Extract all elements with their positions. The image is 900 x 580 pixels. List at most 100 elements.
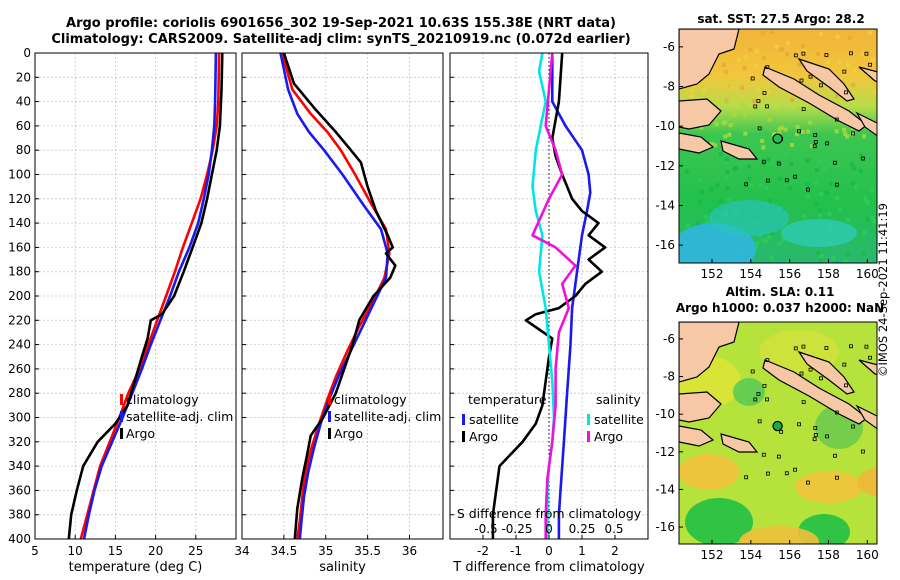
sst-pixel xyxy=(789,143,794,148)
land-mass xyxy=(762,359,868,425)
island-outline xyxy=(765,397,769,402)
figure-title-line2: Climatology: CARS2009. Satellite-adj cli… xyxy=(51,32,631,47)
island-outline xyxy=(799,371,804,376)
sst-pixel xyxy=(843,132,848,137)
sal-axes-frame xyxy=(241,52,444,540)
sst-pixel xyxy=(777,131,782,136)
sst-pixel xyxy=(860,51,865,56)
sst-pixel xyxy=(728,85,733,90)
legend-title-salinity: salinity xyxy=(596,392,641,407)
island-outline xyxy=(825,141,829,146)
sst-pixel xyxy=(697,200,702,205)
sst-pixel xyxy=(851,182,856,187)
figure-title-line1: Argo profile: coriolis 6901656_302 19-Se… xyxy=(66,16,616,31)
sst-pixel xyxy=(745,107,750,112)
map-lon-tick-label: 158 xyxy=(817,267,840,281)
depth-tick-label: 240 xyxy=(8,338,31,352)
map-lat-tick-label: -16 xyxy=(655,238,675,252)
island-outline xyxy=(806,187,810,192)
island-outline xyxy=(793,174,797,179)
sst-pixel xyxy=(753,63,758,68)
island-outline xyxy=(757,419,762,424)
sst-pixel xyxy=(740,85,745,90)
island-outline xyxy=(776,454,781,459)
sst-pixel xyxy=(690,89,695,94)
island-outline xyxy=(833,160,837,165)
sst-pixel xyxy=(720,109,725,114)
legend-label-s-satellite: satellite xyxy=(594,412,644,427)
island-outline xyxy=(868,62,872,67)
island-outline xyxy=(860,156,865,161)
sst-pixel xyxy=(849,162,854,167)
sst-pixel xyxy=(728,123,733,128)
sst-pixel xyxy=(805,182,810,187)
island-outline xyxy=(835,182,839,187)
island-outline xyxy=(819,83,823,88)
temp-x-tick-label: 25 xyxy=(188,544,203,558)
sst-pixel xyxy=(800,129,805,134)
island-outline xyxy=(797,422,801,427)
legend-label-climatology: climatology xyxy=(126,392,199,407)
sst-pixel xyxy=(749,183,754,188)
difference-panel: -2 -1 0 1 2 T difference from climatology temp… xyxy=(449,52,649,575)
sst-pixel xyxy=(806,129,811,134)
sst-pixel xyxy=(824,190,829,195)
temp-x-tick-label: 15 xyxy=(108,544,123,558)
sst-pixel xyxy=(816,51,821,56)
sst-pixel xyxy=(865,200,870,205)
island-outline xyxy=(885,122,888,125)
sst-pixel xyxy=(752,98,757,103)
island-outline xyxy=(793,53,798,58)
sst-pixel xyxy=(747,176,752,181)
sst-pixel xyxy=(769,158,774,163)
sla-anomaly-blob xyxy=(739,526,819,544)
legend-swatch-climatology xyxy=(328,394,331,405)
sst-pixel xyxy=(787,186,792,191)
sla-anomaly-blob xyxy=(685,498,753,544)
land-mass xyxy=(720,433,759,453)
sla-anomaly-blob xyxy=(795,471,863,503)
island-outline xyxy=(812,144,817,149)
island-outline xyxy=(776,161,781,166)
sst-pixel xyxy=(801,213,806,218)
sst-pixel xyxy=(721,63,726,68)
island-outline xyxy=(880,93,883,96)
sst-pixel xyxy=(871,57,876,62)
sst-pixel xyxy=(699,125,704,130)
sst-pixel xyxy=(827,162,832,167)
legend-title-temperature: temperature xyxy=(468,392,547,407)
island-outline xyxy=(761,159,766,164)
sst-pixel xyxy=(837,60,842,65)
sst-pixel xyxy=(761,145,766,150)
sst-pixel xyxy=(794,132,799,137)
sst-pixel xyxy=(760,138,765,143)
sla-map-title-line2: Argo h1000: 0.037 h2000: NaN xyxy=(675,301,885,315)
sst-pixel xyxy=(774,44,779,49)
island-outline xyxy=(808,74,813,79)
argo-float-marker xyxy=(772,133,783,144)
sst-pixel xyxy=(761,30,766,35)
sst-pixel xyxy=(781,237,786,242)
sst-pixel xyxy=(765,90,770,95)
sst-pixel xyxy=(851,166,856,171)
sst-pixel xyxy=(870,187,875,192)
land-mass xyxy=(679,98,722,130)
island-outline xyxy=(849,51,853,56)
sst-pixel xyxy=(766,235,771,240)
island-outline xyxy=(849,344,853,349)
sst-pixel xyxy=(819,254,824,259)
sst-pixel xyxy=(809,143,814,148)
island-outline xyxy=(784,471,789,476)
sst-pixel xyxy=(780,47,785,52)
island-outline xyxy=(834,117,839,122)
sst-pixel xyxy=(702,88,707,93)
sst-pixel xyxy=(725,186,730,191)
sst-pixel xyxy=(818,258,823,263)
island-outline xyxy=(757,126,762,131)
legend-label-t-argo: Argo xyxy=(469,429,498,444)
sst-pixel xyxy=(723,120,728,125)
series-t-argo xyxy=(491,52,607,539)
sla-anomaly-blob xyxy=(679,454,739,490)
sst-pixel xyxy=(771,260,776,263)
sst-pixel xyxy=(724,99,729,104)
